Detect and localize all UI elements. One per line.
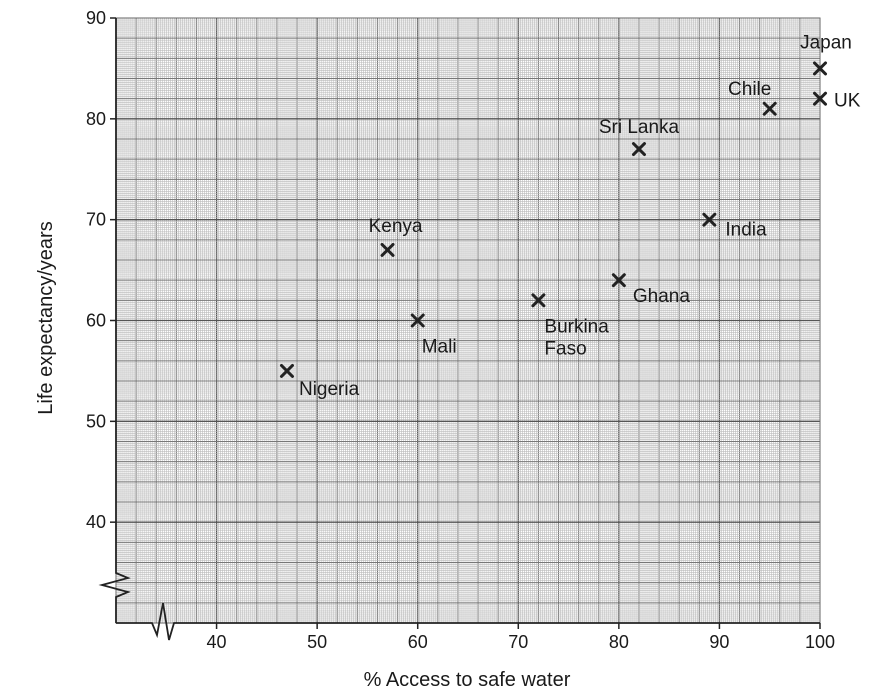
data-point: Burkina Faso [531, 293, 609, 359]
x-tick-label: 40 [207, 632, 227, 652]
point-label: Sri Lanka [599, 117, 680, 138]
y-axis-label: Life expectancy/years [35, 221, 57, 414]
cross-marker [410, 313, 425, 328]
point-label: Mali [422, 337, 457, 358]
x-tick-label: 70 [508, 632, 528, 652]
point-label: Chile [728, 79, 771, 100]
y-axis-ticks: 40 50 60 70 80 90 [86, 8, 116, 532]
point-label: Ghana [633, 286, 690, 307]
x-tick-label: 90 [709, 632, 729, 652]
y-axis-line [98, 18, 131, 623]
data-point: Mali [410, 313, 457, 358]
data-point: Sri Lanka [599, 117, 680, 157]
cross-marker [279, 363, 294, 378]
y-tick-label: 60 [86, 311, 106, 331]
data-point: Nigeria [279, 363, 360, 400]
x-axis-label: % Access to safe water [364, 669, 571, 691]
data-point: Kenya [369, 216, 423, 257]
point-label: Japan [800, 32, 852, 53]
cross-marker [380, 242, 395, 257]
cross-marker [702, 212, 717, 227]
data-point: UK [813, 91, 861, 112]
cross-marker [631, 142, 646, 157]
chart-grid [115, 17, 821, 624]
point-label: UK [834, 91, 861, 112]
cross-marker [762, 101, 777, 116]
data-points: Japan UK Chile Sri Lanka India Kenya Ghana Burk… [279, 32, 861, 400]
y-tick-label: 90 [86, 8, 106, 28]
chart-axes [98, 18, 820, 641]
cross-marker [531, 293, 546, 308]
x-tick-label: 100 [805, 632, 835, 652]
point-label: Kenya [369, 216, 423, 237]
point-label: Burkina Faso [544, 316, 609, 359]
data-point: Chile [728, 79, 777, 116]
data-point: Ghana [611, 273, 690, 307]
data-point: India [702, 212, 767, 241]
point-label: India [725, 220, 767, 241]
x-tick-label: 50 [307, 632, 327, 652]
y-tick-label: 70 [86, 210, 106, 230]
y-tick-label: 80 [86, 109, 106, 129]
y-tick-label: 50 [86, 411, 106, 431]
cross-marker [611, 273, 626, 288]
cross-marker [813, 61, 827, 76]
x-tick-label: 80 [609, 632, 629, 652]
x-axis-line [116, 602, 820, 641]
y-tick-label: 40 [86, 512, 106, 532]
data-point: Japan [800, 32, 852, 76]
point-label: Nigeria [299, 379, 360, 400]
x-axis-ticks: 40 50 60 70 80 90 100 [207, 623, 835, 652]
x-tick-label: 60 [408, 632, 428, 652]
cross-marker [813, 91, 827, 106]
